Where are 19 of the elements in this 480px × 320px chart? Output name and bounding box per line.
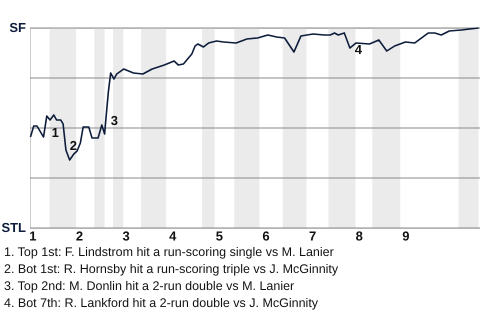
annotation: 4 — [354, 42, 363, 57]
text: 1. Top 1st: F. Lindstrom hit a run-scoring single vs M. Lanier — [4, 245, 334, 259]
x-tick-label: 4 — [169, 228, 178, 244]
x-tick-label: 1 — [29, 228, 36, 244]
text: 4. Bot 7th: R. Lankford hit a 2-run double vs J. McGinnity — [4, 296, 319, 310]
text: 3. Top 2nd: M. Donlin hit a 2-run double vs M. Lanier — [4, 279, 294, 293]
ref-line-label: SF — [9, 20, 26, 35]
annotation: 2 — [70, 138, 78, 153]
x-tick-label: 9 — [402, 228, 410, 244]
annotation: 3 — [110, 113, 118, 128]
x-tick-label: 5 — [216, 228, 223, 244]
x-tick-label: 6 — [262, 228, 270, 244]
x-tick-label: 3 — [122, 228, 130, 244]
annotation: 1 — [52, 125, 59, 140]
text: 2. Bot 1st: R. Hornsby hit a run-scoring triple vs J. McGinnity — [4, 262, 339, 276]
ref-line-label: STL — [1, 220, 26, 235]
x-tick-label: 2 — [76, 228, 84, 244]
x-tick-label: 7 — [309, 228, 316, 244]
x-tick-label: 8 — [356, 228, 363, 244]
